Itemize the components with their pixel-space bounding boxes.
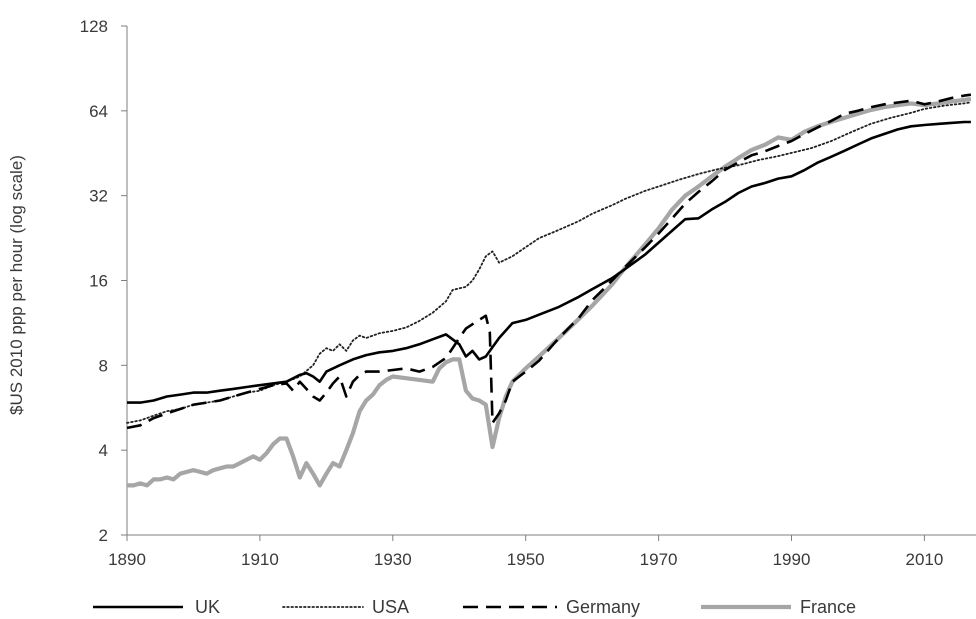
y-tick-label: 32 (89, 187, 108, 206)
x-tick-label: 1970 (640, 550, 678, 569)
y-tick-label: 2 (99, 526, 108, 545)
y-tick-label: 8 (99, 356, 108, 375)
x-tick-label: 1910 (241, 550, 279, 569)
series-lines (126, 93, 972, 488)
series-line-uk (127, 120, 971, 404)
y-tick-label: 16 (89, 272, 108, 291)
legend-label-usa: USA (372, 597, 409, 617)
legend: UK USA Germany France (93, 597, 856, 617)
y-tick-label: 64 (89, 102, 108, 121)
series-line-germany (126, 93, 972, 430)
series-line-france (127, 96, 972, 488)
x-tick-label: 1990 (773, 550, 811, 569)
y-axis-title: $US 2010 ppp per hour (log scale) (7, 155, 26, 415)
legend-label-uk: UK (195, 597, 220, 617)
x-tick-label: 1890 (108, 550, 146, 569)
y-axis: 2 4 8 16 32 64 128 (80, 17, 128, 545)
x-tick-label: 2010 (905, 550, 943, 569)
legend-label-germany: Germany (566, 597, 640, 617)
x-axis: 1890 1910 1930 1950 1970 1990 2010 (108, 534, 976, 569)
y-tick-label: 128 (80, 17, 108, 36)
y-tick-label: 4 (99, 441, 108, 460)
x-tick-label: 1950 (507, 550, 545, 569)
x-tick-label: 1930 (374, 550, 412, 569)
legend-label-france: France (800, 597, 856, 617)
